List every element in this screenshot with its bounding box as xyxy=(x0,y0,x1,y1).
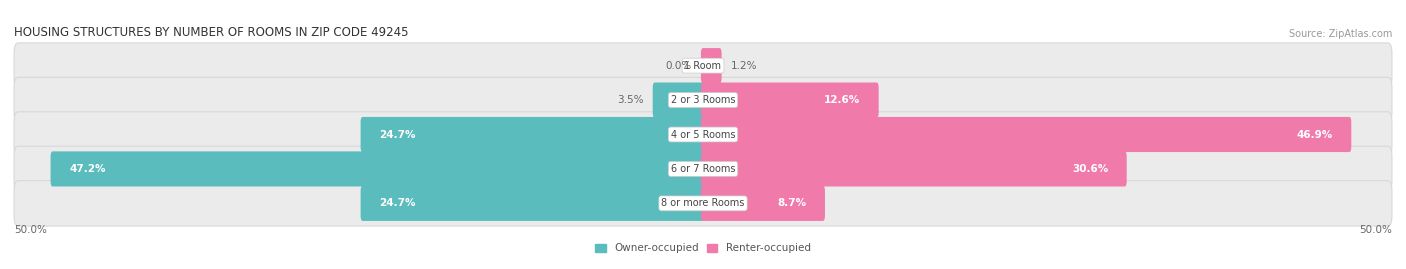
Text: 30.6%: 30.6% xyxy=(1071,164,1108,174)
FancyBboxPatch shape xyxy=(702,151,1126,186)
Text: 46.9%: 46.9% xyxy=(1296,129,1333,140)
Legend: Owner-occupied, Renter-occupied: Owner-occupied, Renter-occupied xyxy=(595,243,811,253)
Text: HOUSING STRUCTURES BY NUMBER OF ROOMS IN ZIP CODE 49245: HOUSING STRUCTURES BY NUMBER OF ROOMS IN… xyxy=(14,26,409,39)
Text: 24.7%: 24.7% xyxy=(380,198,416,208)
Text: Source: ZipAtlas.com: Source: ZipAtlas.com xyxy=(1288,29,1392,39)
FancyBboxPatch shape xyxy=(14,181,1392,226)
FancyBboxPatch shape xyxy=(14,43,1392,88)
FancyBboxPatch shape xyxy=(360,117,704,152)
Text: 24.7%: 24.7% xyxy=(380,129,416,140)
FancyBboxPatch shape xyxy=(14,146,1392,192)
FancyBboxPatch shape xyxy=(702,48,721,83)
FancyBboxPatch shape xyxy=(51,151,704,186)
FancyBboxPatch shape xyxy=(360,186,704,221)
Text: 0.0%: 0.0% xyxy=(665,61,692,71)
FancyBboxPatch shape xyxy=(14,77,1392,123)
Text: 2 or 3 Rooms: 2 or 3 Rooms xyxy=(671,95,735,105)
Text: 4 or 5 Rooms: 4 or 5 Rooms xyxy=(671,129,735,140)
Text: 1.2%: 1.2% xyxy=(731,61,756,71)
Text: 8 or more Rooms: 8 or more Rooms xyxy=(661,198,745,208)
Text: 50.0%: 50.0% xyxy=(1360,225,1392,235)
FancyBboxPatch shape xyxy=(702,186,825,221)
Text: 12.6%: 12.6% xyxy=(824,95,860,105)
Text: 1 Room: 1 Room xyxy=(685,61,721,71)
Text: 6 or 7 Rooms: 6 or 7 Rooms xyxy=(671,164,735,174)
FancyBboxPatch shape xyxy=(702,83,879,118)
Text: 47.2%: 47.2% xyxy=(69,164,105,174)
Text: 50.0%: 50.0% xyxy=(14,225,46,235)
Text: 3.5%: 3.5% xyxy=(617,95,644,105)
FancyBboxPatch shape xyxy=(14,112,1392,157)
FancyBboxPatch shape xyxy=(702,117,1351,152)
Text: 8.7%: 8.7% xyxy=(778,198,807,208)
FancyBboxPatch shape xyxy=(652,83,704,118)
